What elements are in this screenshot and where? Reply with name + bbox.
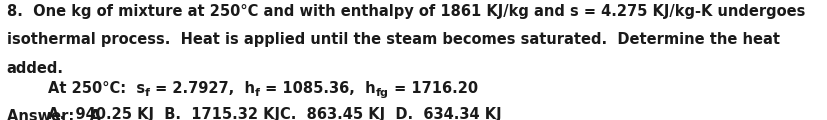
Text: = 1716.20: = 1716.20	[388, 81, 477, 96]
Text: 8.  One kg of mixture at 250°C and with enthalpy of 1861 KJ/kg and s = 4.275 KJ/: 8. One kg of mixture at 250°C and with e…	[7, 4, 804, 19]
Text: At 250°C:  s: At 250°C: s	[48, 81, 145, 96]
Text: = 1085.36,  h: = 1085.36, h	[260, 81, 375, 96]
Text: Answer:   A: Answer: A	[7, 109, 101, 120]
Text: = 2.7927,  h: = 2.7927, h	[150, 81, 255, 96]
Text: f: f	[145, 88, 150, 98]
Text: isothermal process.  Heat is applied until the steam becomes saturated.  Determi: isothermal process. Heat is applied unti…	[7, 32, 779, 47]
Text: fg: fg	[375, 88, 388, 98]
Text: added.: added.	[7, 61, 64, 76]
Text: f: f	[255, 88, 260, 98]
Text: A.  940.25 KJ  B.  1715.32 KJC.  863.45 KJ  D.  634.34 KJ: A. 940.25 KJ B. 1715.32 KJC. 863.45 KJ D…	[48, 107, 501, 120]
